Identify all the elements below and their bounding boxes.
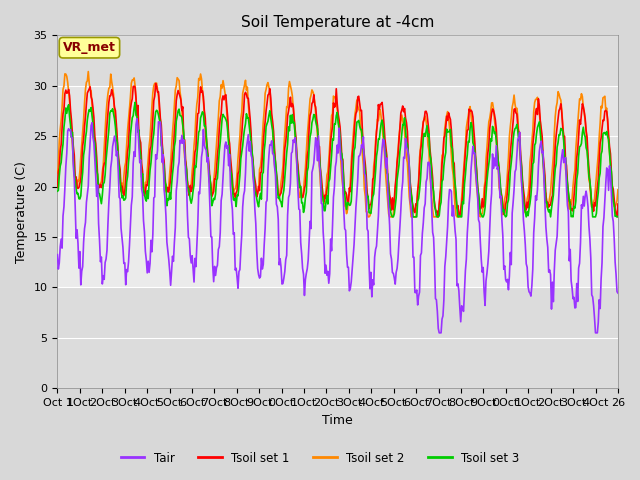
Title: Soil Temperature at -4cm: Soil Temperature at -4cm [241,15,435,30]
Bar [58,86,618,187]
X-axis label: Time: Time [323,414,353,427]
Y-axis label: Temperature (C): Temperature (C) [15,161,28,263]
Text: VR_met: VR_met [63,41,116,54]
Legend: Tair, Tsoil set 1, Tsoil set 2, Tsoil set 3: Tair, Tsoil set 1, Tsoil set 2, Tsoil se… [116,447,524,469]
Bar [58,86,618,288]
